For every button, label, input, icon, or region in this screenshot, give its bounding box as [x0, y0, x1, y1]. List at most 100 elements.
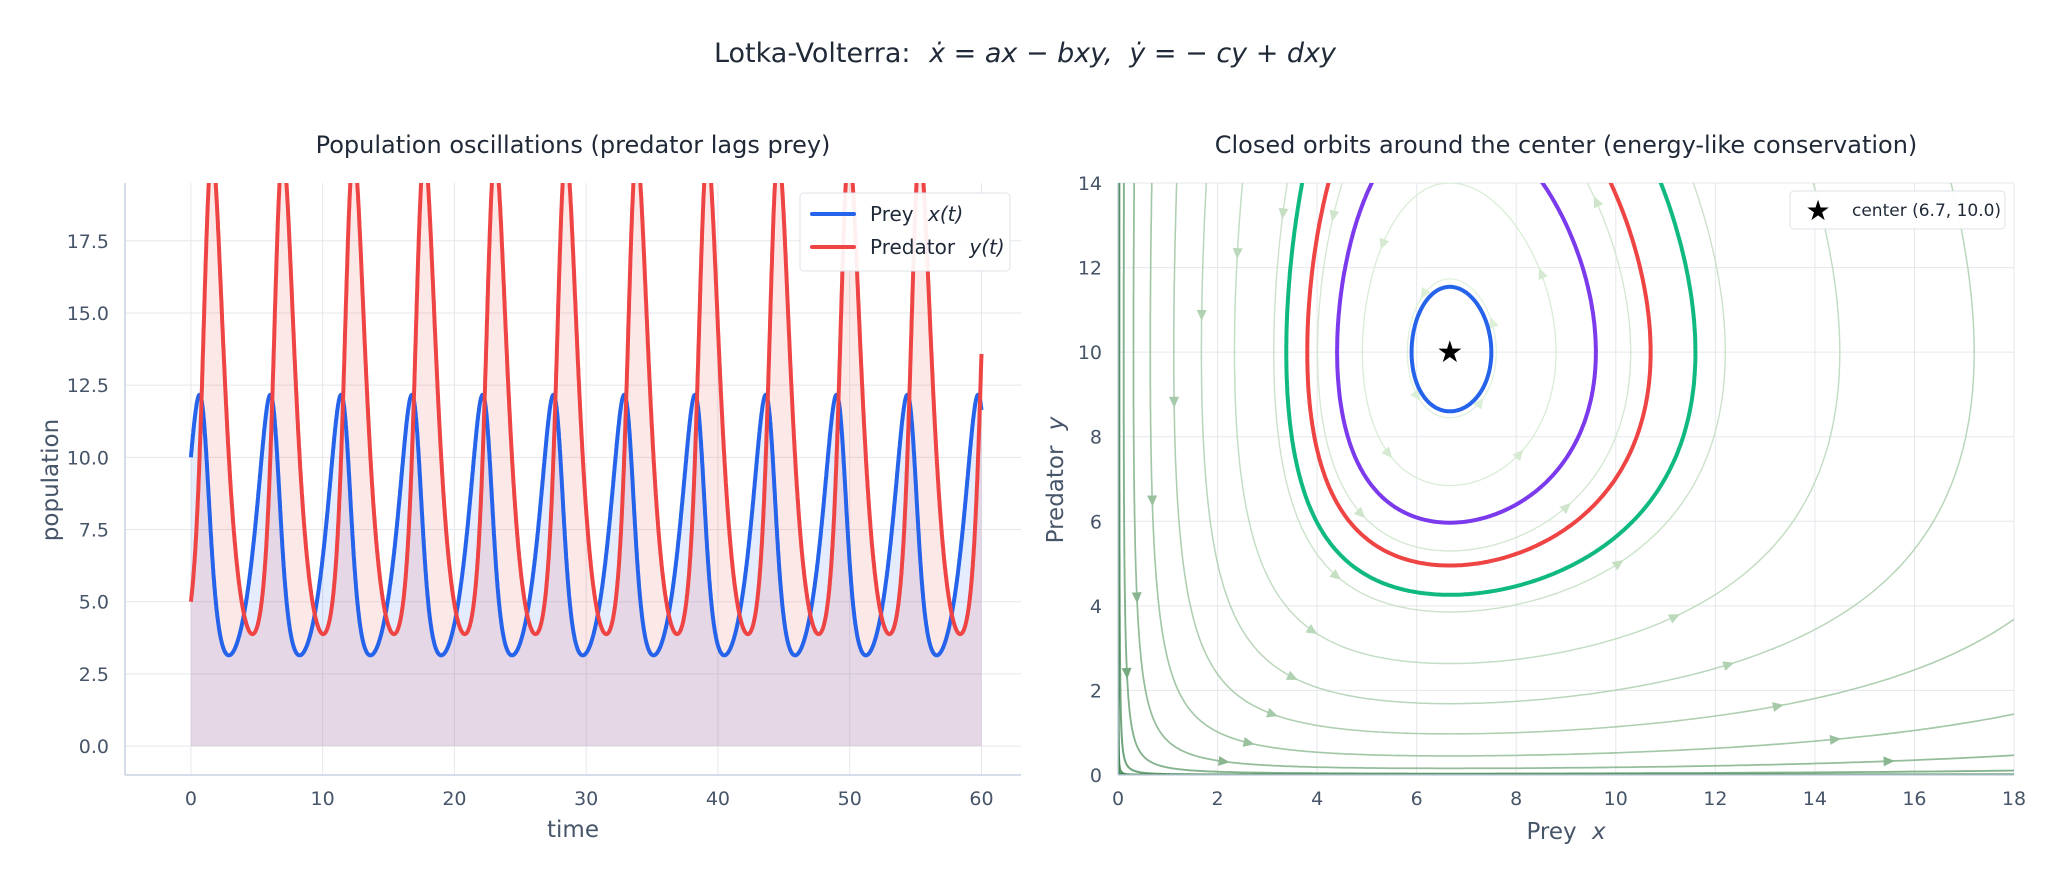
timeseries-ylabel: population: [38, 419, 64, 541]
timeseries-ytick-4: 10.0: [67, 447, 109, 469]
streamline: [1122, 183, 2014, 775]
phase-legend-box: [1789, 190, 2006, 230]
timeseries-xlabel: time: [547, 817, 599, 843]
streamline-arrow: [1883, 756, 1895, 767]
timeseries-panel: Population oscillations (predator lags p…: [38, 131, 1021, 843]
streamline-arrow: [1353, 506, 1366, 519]
phase-ytick-5: 10: [1078, 342, 1102, 364]
timeseries-xtick-5: 50: [838, 788, 862, 810]
phase-ytick-1: 2: [1090, 680, 1102, 702]
streamline-arrow: [1829, 734, 1841, 745]
timeseries-ytick-2: 5.0: [79, 592, 109, 614]
phase-panel: Closed orbits around the center (energy-…: [1043, 131, 2026, 845]
phase-ytick-6: 12: [1078, 258, 1102, 280]
phase-ytick-4: 8: [1090, 427, 1102, 449]
streamline-arrow: [1242, 737, 1255, 747]
timeseries-xtick-6: 60: [969, 788, 993, 810]
phase-xtick-0: 0: [1112, 788, 1124, 810]
phase-legend-label: center (6.7, 10.0): [1852, 201, 2001, 221]
phase-center: ★: [1436, 335, 1463, 370]
timeseries-xtick-3: 30: [574, 788, 598, 810]
streamline-arrow: [1420, 286, 1431, 299]
streamline-arrow: [1772, 702, 1784, 712]
phase-xtick-7: 14: [1803, 788, 1827, 810]
timeseries-ytick-5: 12.5: [67, 375, 109, 397]
streamline-arrow: [1169, 396, 1180, 408]
timeseries-xtick-0: 0: [185, 788, 197, 810]
orbit-0: [1409, 284, 1494, 414]
phase-ytick-3: 6: [1090, 511, 1102, 533]
streamline-arrow: [1473, 397, 1484, 410]
legend-predator-label: Predator y(t): [870, 235, 1005, 259]
phase-xtick-5: 10: [1604, 788, 1628, 810]
streamline-arrow: [1667, 614, 1680, 624]
streamline-arrow: [1329, 209, 1340, 222]
streamline-arrow: [1121, 667, 1132, 679]
center-star-icon: ★: [1436, 335, 1463, 370]
phase-xlabel: Prey x: [1526, 819, 1606, 845]
orbit-2: [1305, 183, 1653, 568]
phase-grid: [1117, 182, 2015, 776]
timeseries-title: Population oscillations (predator lags p…: [316, 131, 831, 159]
star-icon: ★: [1805, 194, 1830, 227]
streamline: [1233, 183, 1841, 665]
prey-series-line: [188, 392, 984, 658]
orbit-1: [1335, 183, 1598, 525]
timeseries-legend: Prey x(t) Predator y(t): [799, 192, 1011, 272]
timeseries-xtick-2: 20: [442, 788, 466, 810]
predator-series-line: [188, 183, 984, 637]
timeseries-grid: [125, 183, 1021, 775]
streamline: [1406, 278, 1497, 419]
phase-xtick-9: 18: [2002, 788, 2026, 810]
streamline: [1316, 183, 1632, 552]
streamline-arrow: [1538, 267, 1548, 280]
streamline-arrow: [1512, 449, 1524, 462]
streamline-arrow: [1305, 624, 1318, 635]
phase-legend: ★ center (6.7, 10.0): [1789, 190, 2006, 230]
phase-ytick-0: 0: [1090, 765, 1102, 787]
streamline: [1149, 183, 2014, 757]
orbit-3: [1284, 183, 1698, 597]
streamline-arrow: [1559, 502, 1571, 515]
streamline-arrow: [1611, 560, 1624, 571]
phase-ticks: 0 2 4 6 8 10 12 14 16 18 0 2 4 6 8 10 12 14: [1078, 173, 2026, 810]
phase-xtick-2: 4: [1311, 788, 1323, 810]
phase-xtick-6: 12: [1703, 788, 1727, 810]
streamline-arrow: [1381, 446, 1393, 459]
streamline-arrow: [1285, 670, 1298, 680]
streamline: [1173, 183, 2014, 735]
streamline-arrow: [1266, 707, 1279, 718]
streamline: [1118, 183, 2014, 775]
suptitle: Lotka-Volterra: ẋ = ax − bxy, ẏ = − cy +…: [714, 38, 1337, 69]
timeseries-xtick-1: 10: [311, 788, 335, 810]
streamline-arrow: [1218, 755, 1230, 766]
streamline: [1361, 183, 1557, 487]
streamline: [1273, 183, 1726, 613]
timeseries-ytick-6: 15.0: [67, 303, 109, 325]
streamline-arrow: [1131, 592, 1142, 604]
streamline: [1118, 183, 2014, 775]
phase-xtick-1: 2: [1212, 788, 1224, 810]
timeseries-ytick-1: 2.5: [79, 664, 109, 686]
streamline-arrow: [1278, 207, 1289, 220]
streamline-arrow: [1147, 495, 1158, 507]
streamline-arrow: [1410, 389, 1421, 401]
phase-xtick-3: 6: [1411, 788, 1423, 810]
prey-fill-area: [190, 394, 982, 747]
phase-orbits: [1284, 183, 1698, 597]
streamline: [1118, 183, 2014, 775]
phase-title: Closed orbits around the center (energy-…: [1215, 131, 1918, 159]
timeseries-lines: [188, 183, 984, 658]
timeseries-ytick-7: 17.5: [67, 231, 109, 253]
streamline-arrow: [1196, 309, 1207, 321]
streamline: [1200, 183, 1975, 705]
timeseries-ytick-3: 7.5: [79, 520, 109, 542]
streamline-arrow: [1489, 316, 1499, 329]
streamline: [1118, 183, 2014, 775]
timeseries-xtick-4: 40: [706, 788, 730, 810]
phase-xtick-8: 16: [1902, 788, 1926, 810]
streamline-arrow: [1722, 661, 1735, 671]
phase-ylabel: Predator y: [1043, 416, 1069, 543]
streamline-arrow: [1329, 569, 1342, 580]
